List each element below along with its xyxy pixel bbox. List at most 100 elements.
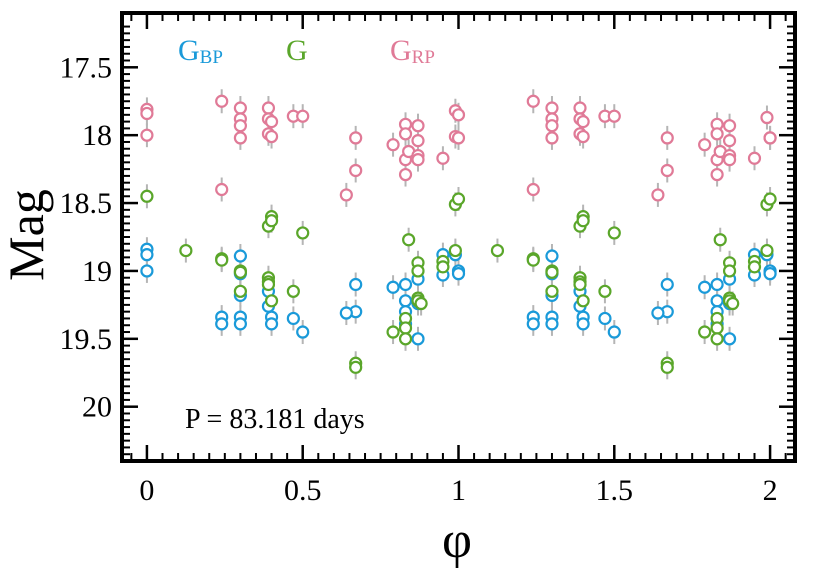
x-tick-label: 0.5 — [284, 474, 322, 507]
y-tick-label: 18.5 — [60, 187, 113, 220]
point-grp — [710, 167, 724, 182]
point-grp — [710, 127, 724, 141]
legend-entry-bp: GBP — [178, 34, 223, 68]
point-gbp — [607, 325, 621, 339]
point-gbp — [140, 248, 154, 262]
point-grp — [339, 188, 353, 202]
point-g — [545, 284, 559, 298]
point-g — [526, 253, 540, 267]
point-grp — [261, 101, 276, 115]
point-gbp — [660, 277, 674, 292]
point-g — [451, 192, 466, 206]
point-grp — [436, 151, 450, 165]
point-g — [545, 265, 559, 279]
point-gbp — [651, 306, 665, 320]
point-gbp — [763, 267, 777, 281]
point-g — [660, 360, 674, 374]
point-g — [411, 264, 425, 278]
point-gbp — [286, 311, 300, 326]
point-g — [386, 325, 400, 339]
legend-entry-g: G — [286, 34, 308, 67]
point-grp — [349, 163, 363, 178]
point-gbp — [576, 317, 590, 331]
legend-entry-rp: GRP — [390, 34, 435, 68]
point-grp — [451, 108, 466, 122]
point-g — [140, 189, 154, 203]
point-grp — [411, 153, 425, 167]
point-g — [760, 243, 774, 258]
point-grp — [215, 94, 229, 108]
point-grp — [264, 129, 279, 144]
legend: GBP G GRP — [178, 34, 435, 68]
point-g — [710, 332, 724, 346]
point-grp — [398, 167, 413, 182]
point-grp — [296, 109, 310, 123]
point-g — [233, 284, 247, 298]
point-gbp — [398, 277, 413, 292]
point-grp — [545, 119, 559, 133]
point-grp — [233, 119, 247, 133]
point-gbp — [339, 306, 353, 320]
point-g — [264, 294, 279, 308]
point-grp — [411, 119, 425, 133]
point-g — [179, 243, 193, 258]
point-grp — [545, 101, 559, 115]
point-grp — [760, 110, 774, 125]
point-g — [414, 296, 428, 311]
point-g — [726, 296, 740, 311]
point-grp — [573, 101, 587, 115]
point-g — [490, 243, 505, 258]
point-gbp — [411, 332, 425, 346]
point-g — [398, 332, 413, 346]
y-tick-label: 18 — [82, 119, 112, 152]
point-g — [296, 226, 310, 240]
point-g — [576, 294, 590, 308]
point-gbp — [264, 317, 279, 331]
point-g — [710, 321, 724, 335]
point-gbp — [451, 267, 466, 281]
point-grp — [526, 94, 540, 108]
point-grp — [747, 151, 762, 165]
point-grp — [660, 131, 674, 145]
point-g — [576, 214, 590, 228]
period-annotation: P = 83.181 days — [185, 404, 365, 435]
point-grp — [233, 101, 247, 115]
point-g — [233, 265, 247, 279]
point-grp — [722, 134, 737, 148]
point-gbp — [698, 280, 712, 294]
point-grp — [545, 131, 559, 145]
point-g — [349, 360, 363, 374]
point-grp — [576, 115, 590, 129]
y-tick-label: 19.5 — [60, 323, 113, 356]
y-tick-label: 20 — [82, 391, 112, 424]
point-grp — [140, 106, 154, 121]
point-g — [573, 277, 587, 292]
x-tick-label: 0 — [139, 474, 154, 507]
point-gbp — [722, 332, 737, 346]
point-g — [698, 325, 712, 339]
point-g — [763, 192, 777, 206]
point-grp — [722, 153, 737, 167]
x-tick-label: 1 — [451, 474, 466, 507]
y-axis-title: Mag — [0, 189, 54, 281]
point-gbp — [526, 317, 540, 331]
point-grp — [698, 138, 712, 152]
point-gbp — [349, 277, 363, 292]
point-g — [264, 214, 279, 228]
point-grp — [651, 188, 665, 202]
point-grp — [233, 131, 247, 145]
point-grp — [660, 163, 674, 178]
point-gbp — [710, 294, 724, 308]
y-tick-label: 19 — [82, 255, 112, 288]
point-gbp — [140, 264, 154, 278]
axis-ticks — [122, 13, 795, 462]
point-g — [598, 284, 612, 298]
point-gbp — [296, 325, 310, 339]
x-axis-title: φ — [442, 512, 472, 569]
point-g — [607, 226, 621, 240]
point-grp — [398, 127, 413, 141]
point-grp — [451, 131, 466, 145]
point-grp — [526, 182, 540, 197]
data-points — [140, 94, 777, 374]
